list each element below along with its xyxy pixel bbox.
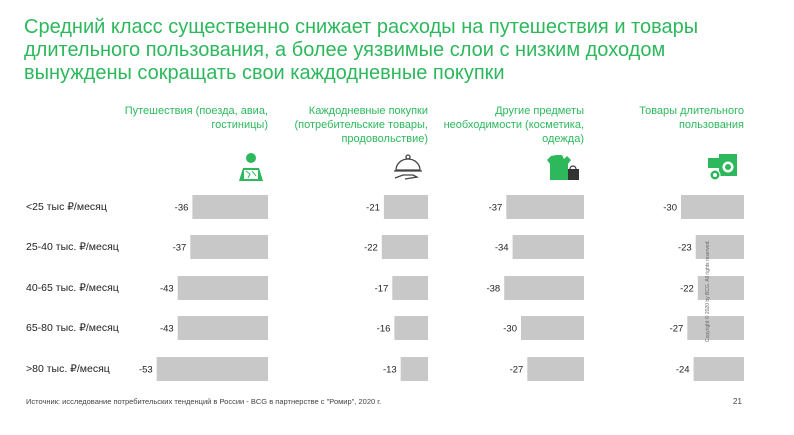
bar-s0-r3 bbox=[177, 316, 268, 340]
bar-s1-r3 bbox=[394, 316, 428, 340]
bar-s1-r0 bbox=[383, 195, 428, 219]
column-header-durables: Товары длительного пользования bbox=[639, 105, 744, 131]
appliances-icon bbox=[708, 154, 737, 181]
bar-s3-r4 bbox=[693, 357, 744, 381]
bar-value-label: -24 bbox=[676, 365, 690, 376]
row-label-over-80: >80 тыс. ₽/месяц bbox=[26, 363, 110, 375]
bar-s0-r0 bbox=[192, 195, 268, 219]
page-number: 21 bbox=[733, 397, 742, 406]
bar-s2-r0 bbox=[506, 195, 584, 219]
bar-value-label: -36 bbox=[175, 203, 189, 214]
bar-s3-r1 bbox=[695, 235, 744, 259]
bar-value-label: -53 bbox=[139, 365, 153, 376]
bar-value-label: -43 bbox=[160, 324, 174, 335]
bar-s2-r2 bbox=[504, 276, 584, 300]
bar-value-label: -22 bbox=[680, 284, 694, 295]
bar-s2-r3 bbox=[521, 316, 584, 340]
bar-s0-r2 bbox=[177, 276, 268, 300]
bar-value-label: -27 bbox=[510, 365, 524, 376]
bar-s1-r1 bbox=[381, 235, 428, 259]
bar-s0-r1 bbox=[190, 235, 268, 259]
clothing-icon bbox=[547, 155, 579, 180]
bar-value-label: -34 bbox=[495, 243, 509, 254]
bar-value-label: -22 bbox=[364, 243, 378, 254]
bar-s1-r4 bbox=[400, 357, 428, 381]
column-header-travel: Путешествия (поезда, авиа, гостиницы) bbox=[124, 105, 268, 131]
bar-s3-r0 bbox=[681, 195, 744, 219]
bar-s2-r4 bbox=[527, 357, 584, 381]
bar-s3-r3 bbox=[687, 316, 744, 340]
page-title: Средний класс существенно снижает расход… bbox=[24, 16, 699, 84]
bar-s0-r4 bbox=[156, 357, 268, 381]
bar-value-label: -21 bbox=[366, 203, 380, 214]
bar-value-label: -16 bbox=[377, 324, 391, 335]
row-label-65-80: 65-80 тыс. ₽/месяц bbox=[26, 322, 119, 334]
column-header-daily: Каждодневные покупки (потребительские то… bbox=[294, 105, 429, 145]
bar-value-label: -38 bbox=[486, 284, 500, 295]
bar-value-label: -23 bbox=[678, 243, 692, 254]
row-label-25-40: 25-40 тыс. ₽/месяц bbox=[26, 241, 119, 253]
bar-value-label: -30 bbox=[663, 203, 677, 214]
bar-value-label: -13 bbox=[383, 365, 397, 376]
map-icon bbox=[239, 153, 263, 181]
bar-value-label: -27 bbox=[670, 324, 684, 335]
column-header-necessities: Другие предметы необходимости (косметика… bbox=[443, 105, 584, 145]
row-label-under-25: <25 тыс ₽/месяц bbox=[26, 201, 107, 213]
source-note: Источник: исследование потребительских т… bbox=[26, 397, 382, 406]
bar-s2-r1 bbox=[512, 235, 584, 259]
bar-s3-r2 bbox=[697, 276, 744, 300]
cloche-icon bbox=[394, 154, 422, 180]
bar-value-label: -30 bbox=[503, 324, 517, 335]
copyright-note: Copyright © 2020 by BCG. All rights rese… bbox=[705, 240, 711, 342]
bar-value-label: -17 bbox=[375, 284, 389, 295]
row-label-40-65: 40-65 тыс. ₽/месяц bbox=[26, 282, 119, 294]
bar-s1-r2 bbox=[392, 276, 428, 300]
bar-value-label: -37 bbox=[173, 243, 187, 254]
bar-value-label: -43 bbox=[160, 284, 174, 295]
bar-value-label: -37 bbox=[489, 203, 503, 214]
